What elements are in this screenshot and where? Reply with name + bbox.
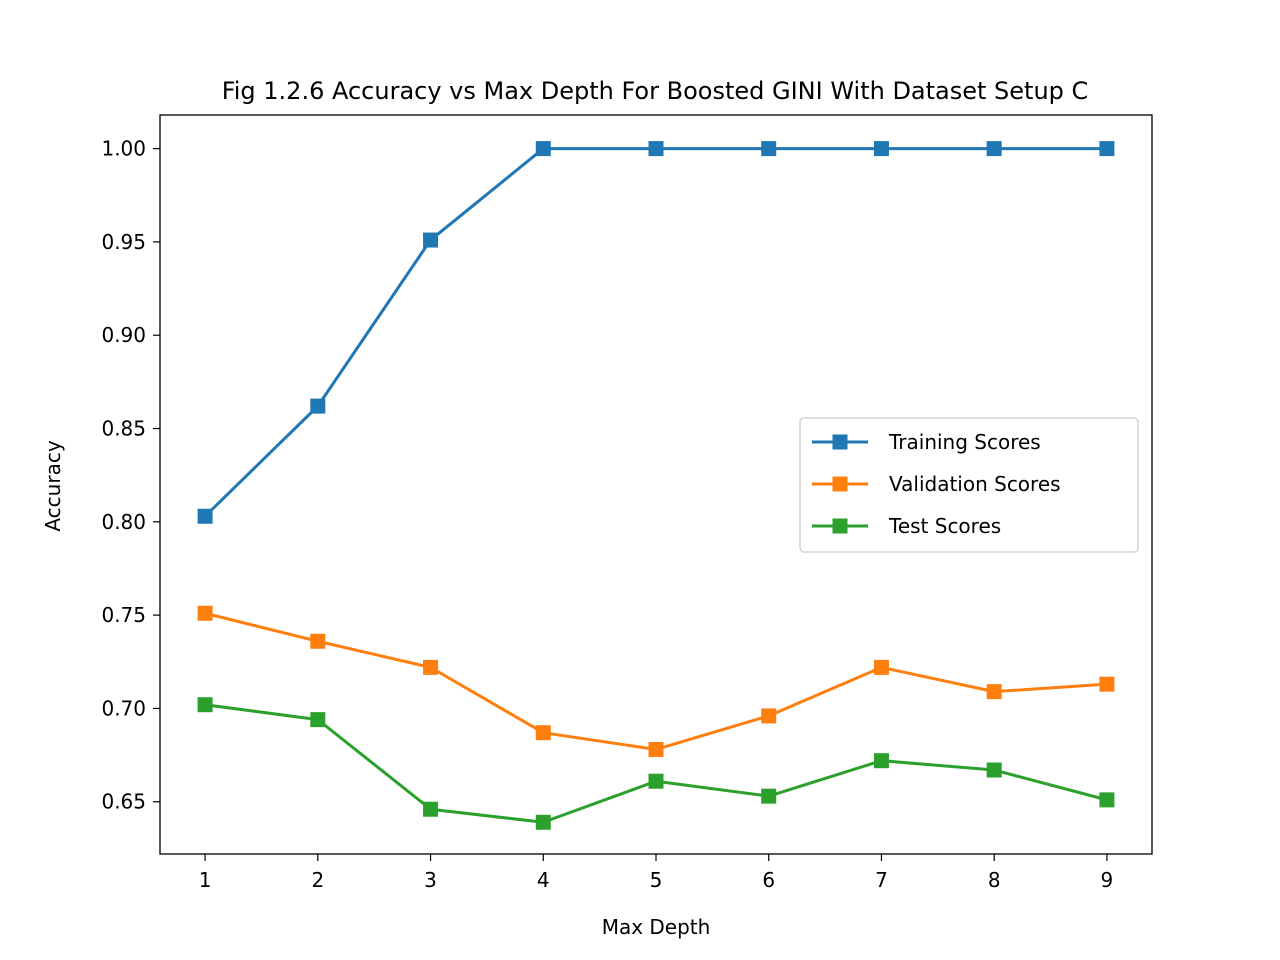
legend-swatch-marker bbox=[832, 434, 848, 450]
series-validation-scores bbox=[197, 605, 1115, 757]
legend-item: Test Scores bbox=[812, 514, 1001, 538]
x-axis: 1 2 3 4 5 6 7 8 9 bbox=[199, 854, 1114, 892]
data-point bbox=[535, 814, 551, 830]
y-tick-label: 1.00 bbox=[101, 137, 146, 161]
series-layer bbox=[197, 141, 1115, 830]
y-axis-label: Accuracy bbox=[41, 440, 65, 531]
x-axis-label: Max Depth bbox=[602, 915, 711, 939]
legend: Training Scores Validation Scores Test Sco… bbox=[799, 417, 1139, 553]
data-point bbox=[986, 141, 1002, 157]
x-tick-label: 9 bbox=[1101, 868, 1114, 892]
legend-item: Training Scores bbox=[812, 430, 1041, 454]
legend-label: Validation Scores bbox=[889, 472, 1061, 496]
data-point bbox=[197, 605, 213, 621]
legend-item: Validation Scores bbox=[812, 472, 1061, 496]
y-tick-label: 0.75 bbox=[101, 603, 146, 627]
legend-label: Training Scores bbox=[888, 430, 1041, 454]
x-tick-label: 5 bbox=[650, 868, 663, 892]
y-axis: 0.65 0.70 0.75 0.80 0.85 0.90 0.95 1.00 bbox=[101, 137, 160, 814]
data-point bbox=[535, 141, 551, 157]
data-point bbox=[310, 398, 326, 414]
legend-swatch-marker bbox=[832, 476, 848, 492]
data-point bbox=[423, 659, 439, 675]
x-tick-label: 3 bbox=[424, 868, 437, 892]
y-tick-label: 0.80 bbox=[101, 510, 146, 534]
y-tick-label: 0.70 bbox=[101, 696, 146, 720]
data-point bbox=[648, 741, 664, 757]
x-tick-label: 6 bbox=[762, 868, 775, 892]
data-point bbox=[648, 141, 664, 157]
legend-frame bbox=[799, 417, 1139, 553]
x-tick-label: 4 bbox=[537, 868, 550, 892]
data-point bbox=[1099, 676, 1115, 692]
data-point bbox=[535, 725, 551, 741]
series-test-scores bbox=[197, 697, 1115, 830]
x-tick-label: 1 bbox=[199, 868, 212, 892]
data-point bbox=[873, 753, 889, 769]
data-point bbox=[761, 708, 777, 724]
data-point bbox=[648, 773, 664, 789]
legend-swatch-marker bbox=[832, 518, 848, 534]
y-tick-label: 0.95 bbox=[101, 230, 146, 254]
data-point bbox=[197, 508, 213, 524]
y-tick-label: 0.65 bbox=[101, 790, 146, 814]
x-tick-label: 2 bbox=[311, 868, 324, 892]
x-tick-label: 8 bbox=[988, 868, 1001, 892]
chart-title: Fig 1.2.6 Accuracy vs Max Depth For Boos… bbox=[222, 77, 1089, 105]
data-point bbox=[1099, 792, 1115, 808]
data-point bbox=[310, 633, 326, 649]
legend-label: Test Scores bbox=[888, 514, 1001, 538]
y-tick-label: 0.90 bbox=[101, 323, 146, 347]
x-tick-label: 7 bbox=[875, 868, 888, 892]
data-point bbox=[986, 762, 1002, 778]
data-point bbox=[423, 801, 439, 817]
data-point bbox=[310, 712, 326, 728]
data-point bbox=[873, 141, 889, 157]
data-point bbox=[761, 141, 777, 157]
data-point bbox=[873, 659, 889, 675]
data-point bbox=[197, 697, 213, 713]
series-training-scores bbox=[197, 141, 1115, 524]
data-point bbox=[1099, 141, 1115, 157]
data-point bbox=[761, 788, 777, 804]
y-tick-label: 0.85 bbox=[101, 417, 146, 441]
data-point bbox=[423, 232, 439, 248]
data-point bbox=[986, 684, 1002, 700]
